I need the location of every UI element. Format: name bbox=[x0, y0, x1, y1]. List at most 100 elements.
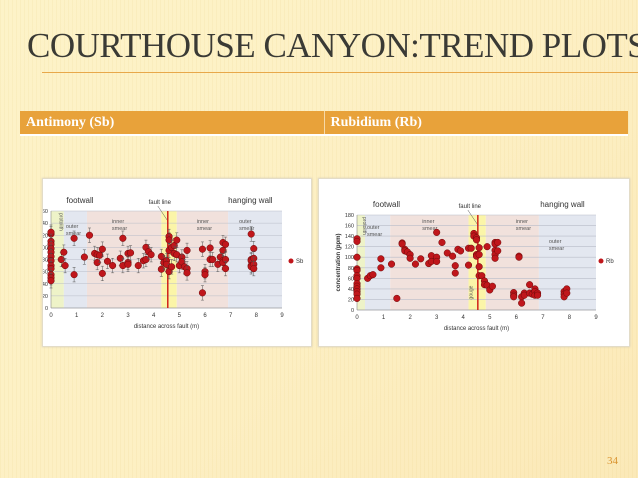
rubidium-chart: 0 20 40 60 80 100 120 140 160 180 0 1 2 3 4 5 6 7 8 9 distan… bbox=[336, 200, 614, 332]
data-point bbox=[475, 251, 483, 259]
x-tick-label: 4 bbox=[462, 315, 466, 321]
data-point bbox=[457, 247, 465, 255]
data-point bbox=[449, 252, 457, 260]
page-number: 34 bbox=[607, 455, 618, 467]
data-point bbox=[157, 252, 165, 261]
inner-smear-label: smear bbox=[112, 226, 127, 232]
data-point bbox=[518, 299, 526, 307]
data-point bbox=[411, 260, 419, 268]
data-point bbox=[406, 254, 414, 262]
data-point bbox=[70, 234, 78, 242]
x-tick-label: 1 bbox=[75, 313, 79, 319]
y-tick-label: 160 bbox=[43, 209, 48, 215]
data-point bbox=[464, 261, 473, 269]
data-point bbox=[198, 245, 206, 253]
data-point bbox=[103, 257, 112, 265]
data-point bbox=[168, 263, 176, 271]
outer-smear-label: outer bbox=[549, 239, 562, 245]
data-point bbox=[247, 230, 255, 238]
outer-smear-label: outer bbox=[367, 225, 380, 231]
data-point bbox=[221, 240, 230, 248]
y-tick-label: 0 bbox=[351, 308, 354, 314]
data-point bbox=[109, 262, 117, 270]
data-point bbox=[483, 243, 491, 251]
inner-smear-label: inner bbox=[112, 219, 124, 225]
legend-marker bbox=[288, 258, 294, 264]
inner-smear-label: inner bbox=[197, 219, 209, 225]
header-cell-antimony: Antimony (Sb) bbox=[26, 115, 115, 130]
y-tick-label: 100 bbox=[345, 255, 354, 261]
data-point bbox=[142, 255, 150, 264]
legend-label: Rb bbox=[606, 259, 614, 265]
title-divider bbox=[42, 72, 638, 73]
data-point bbox=[494, 238, 502, 246]
data-point bbox=[173, 236, 181, 244]
data-point bbox=[369, 271, 377, 279]
header-cell-rubidium: Rubidium (Rb) bbox=[323, 111, 629, 134]
protolith-label: protolith bbox=[57, 213, 63, 231]
data-point bbox=[472, 236, 481, 244]
data-point bbox=[147, 251, 155, 259]
data-point bbox=[70, 271, 78, 279]
y-tick-label: 80 bbox=[348, 266, 354, 272]
data-point bbox=[451, 262, 459, 270]
y-tick-label: 40 bbox=[43, 282, 48, 288]
rubidium-chart-frame: 0 20 40 60 80 100 120 140 160 180 0 1 2 3 4 5 6 7 8 9 distan… bbox=[318, 178, 630, 347]
data-point bbox=[221, 265, 230, 273]
footwall-label: footwall bbox=[373, 200, 400, 209]
inner-smear-label: inner bbox=[422, 219, 434, 225]
x-tick-label: 0 bbox=[355, 315, 359, 321]
data-point bbox=[515, 253, 523, 261]
outer-smear-label: smear bbox=[66, 231, 81, 237]
data-point bbox=[510, 293, 518, 301]
x-axis-label: distance across fault (m) bbox=[134, 324, 199, 330]
fault-line-label: fault line bbox=[149, 200, 172, 206]
data-point bbox=[183, 269, 191, 277]
footwall-label: footwall bbox=[66, 196, 93, 205]
data-point bbox=[60, 248, 68, 256]
x-tick-label: 9 bbox=[280, 313, 284, 319]
data-point bbox=[494, 247, 502, 255]
y-tick-label: 40 bbox=[348, 287, 354, 293]
inner-smear-label: inner bbox=[516, 219, 528, 225]
data-point bbox=[377, 255, 385, 263]
outer-smear-label: outer bbox=[66, 224, 79, 230]
legend-label: Sb bbox=[296, 259, 304, 265]
y-tick-label: 140 bbox=[43, 221, 48, 227]
data-point bbox=[353, 294, 361, 302]
data-point bbox=[443, 249, 451, 257]
outer-smear-label: smear bbox=[367, 232, 382, 238]
data-point bbox=[98, 245, 106, 253]
y-tick-label: 120 bbox=[43, 233, 48, 239]
data-point bbox=[475, 244, 483, 252]
x-tick-label: 9 bbox=[594, 315, 598, 321]
data-point bbox=[417, 255, 425, 263]
data-point bbox=[96, 251, 104, 259]
y-tick-label: 0 bbox=[45, 306, 48, 312]
data-point bbox=[183, 246, 191, 254]
data-point bbox=[206, 244, 214, 252]
data-point bbox=[451, 269, 459, 277]
x-tick-label: 8 bbox=[255, 313, 259, 319]
x-tick-label: 7 bbox=[541, 315, 545, 321]
data-point bbox=[119, 234, 127, 242]
data-point bbox=[433, 228, 441, 236]
x-tick-label: 6 bbox=[515, 315, 519, 321]
data-point bbox=[526, 281, 534, 289]
hanging-wall-label: hanging wall bbox=[540, 200, 585, 209]
data-point bbox=[534, 291, 542, 299]
y-tick-label: 180 bbox=[345, 213, 354, 219]
data-point bbox=[353, 237, 361, 245]
data-point bbox=[198, 289, 206, 297]
y-tick-label: 120 bbox=[345, 245, 354, 251]
y-tick-label: 100 bbox=[43, 245, 48, 251]
x-tick-label: 4 bbox=[152, 313, 156, 319]
data-point bbox=[124, 260, 132, 268]
data-point bbox=[61, 262, 69, 270]
data-point bbox=[475, 263, 483, 271]
y-tick-label: 60 bbox=[43, 270, 48, 276]
antimony-chart-frame: 0 20 40 60 80 100 120 140 160 0 1 2 3 4 5 6 7 8 9 distance … bbox=[39, 178, 312, 347]
zone-band bbox=[364, 215, 391, 310]
data-point bbox=[377, 264, 385, 272]
x-tick-label: 2 bbox=[408, 315, 412, 321]
